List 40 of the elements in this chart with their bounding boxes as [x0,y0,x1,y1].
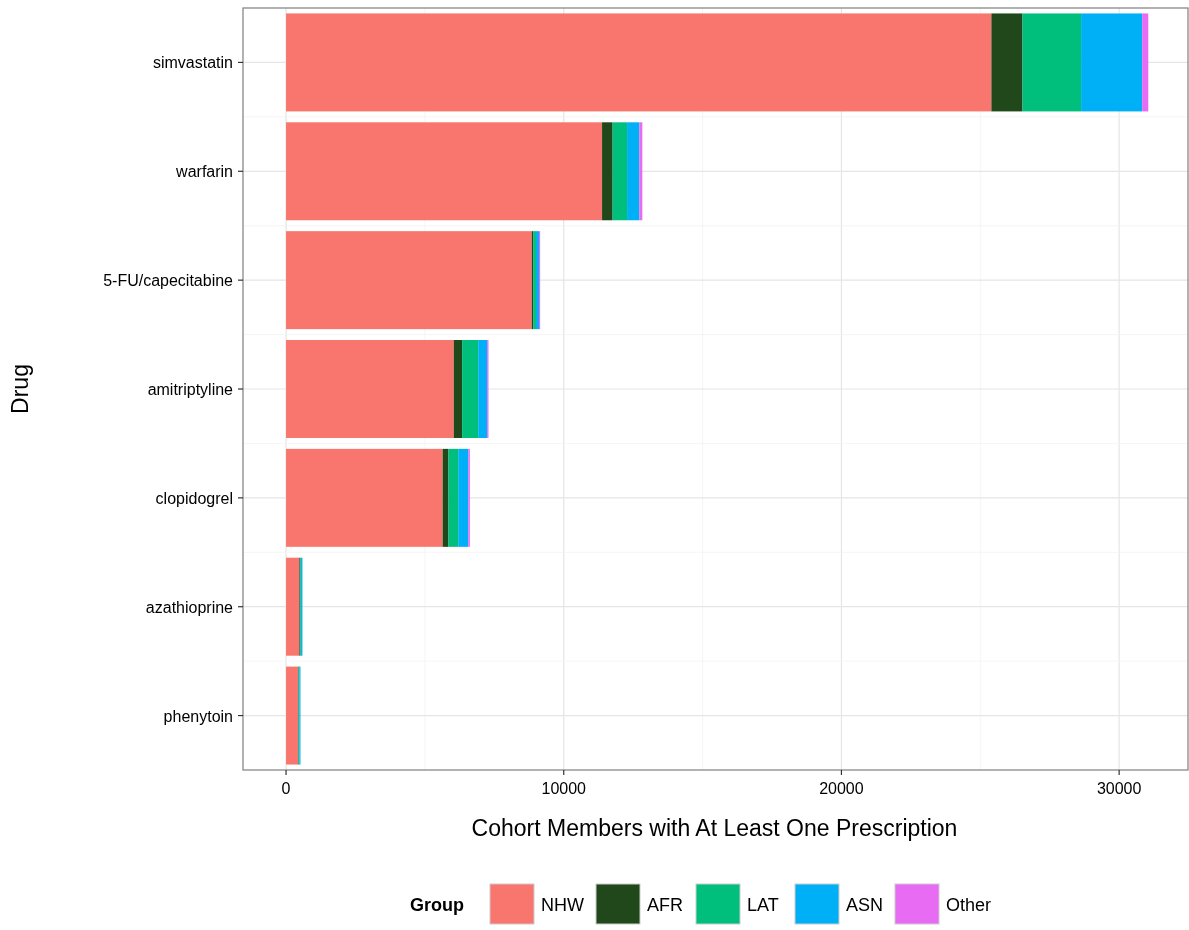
bar [286,231,532,330]
bar [286,448,443,547]
y-tick-label: azathioprine [145,598,234,616]
bar [535,231,540,330]
bar [286,340,454,438]
y-axis-title: Drug [7,364,33,414]
legend-label: LAT [747,895,779,915]
bar [627,122,640,221]
bar [448,448,459,547]
legend-title: Group [410,895,464,915]
bar [458,448,469,547]
bar [1142,13,1149,112]
bar [1081,13,1143,112]
x-tick-label: 20000 [819,780,864,797]
legend-label: Other [946,895,992,915]
y-tick-label: warfarin [175,163,233,181]
bar [602,122,613,221]
bar [286,122,603,221]
legend-label: AFR [647,895,683,915]
bar [612,122,628,221]
legend-label: NHW [541,895,584,915]
bar [991,13,1023,112]
legend-label: ASN [846,895,884,915]
bar [286,666,298,765]
y-tick-label: amitriptyline [147,381,234,398]
bar [286,557,300,656]
bar [639,122,643,221]
y-tick-label: clopidogrel [155,489,233,507]
x-tick-label: 0 [281,780,291,797]
bar [1022,13,1082,112]
y-tick-label: simvastatin [152,54,233,72]
x-tick-label: 30000 [1096,780,1142,797]
bar [478,340,488,438]
y-tick-label: phenytoin [163,707,233,725]
bar [286,13,992,112]
y-tick-label: 5-FU/capecitabine [103,272,234,290]
x-axis-title: Cohort Members with At Least One Prescription [471,815,958,841]
bar [462,340,479,438]
bar [453,340,463,438]
x-tick-label: 10000 [541,780,587,797]
